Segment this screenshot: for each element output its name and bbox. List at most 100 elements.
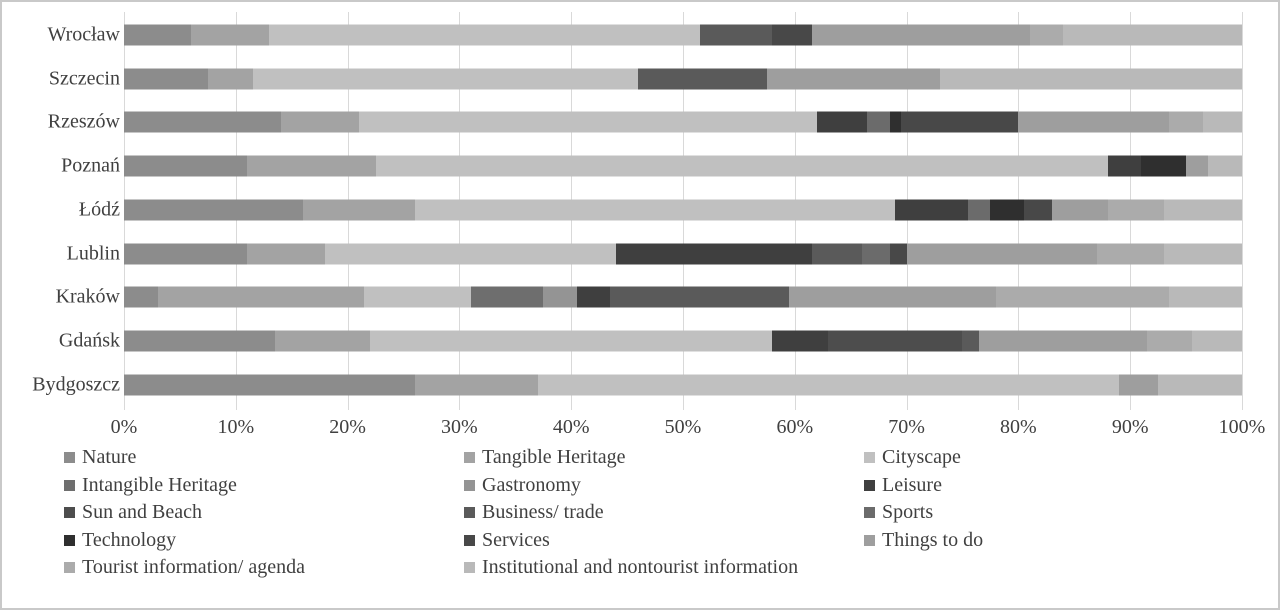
- legend-item: Things to do: [864, 529, 1224, 552]
- axis-tick-label: 0%: [110, 416, 138, 438]
- legend-label: Services: [482, 528, 550, 551]
- bar-segment-things-to-do: [811, 24, 1030, 46]
- chart-row: Łódź: [2, 188, 1280, 232]
- axis-tick-label: 30%: [441, 416, 478, 438]
- chart-row: Gdańsk: [2, 319, 1280, 363]
- bar-segment-cityscape: [414, 199, 896, 221]
- stacked-bar: [124, 374, 1242, 396]
- bar-segment-intangible-heritage: [470, 286, 544, 308]
- bar-segment-things-to-do: [1018, 111, 1170, 133]
- legend-label: Tourist information/ agenda: [82, 556, 305, 579]
- gridline: [1242, 12, 1243, 410]
- legend-label: Technology: [82, 528, 177, 551]
- axis-tick-label: 70%: [888, 416, 925, 438]
- bar-segment-sports: [861, 243, 890, 264]
- legend-label: Sports: [882, 501, 934, 524]
- stacked-bar: [124, 286, 1242, 308]
- legend-swatch-icon: [464, 452, 475, 464]
- bar-segment-institutional-and-nontourist-information: [1208, 155, 1242, 177]
- stacked-bar: [124, 68, 1242, 90]
- bar-segment-tangible-heritage: [207, 68, 253, 90]
- legend-item: Business/ trade: [464, 501, 864, 524]
- legend-label: Sun and Beach: [82, 501, 202, 524]
- bar-segment-institutional-and-nontourist-information: [1063, 24, 1242, 46]
- legend-item: Technology: [64, 529, 464, 552]
- legend-label: Leisure: [882, 473, 942, 496]
- bar-segment-tangible-heritage: [274, 330, 370, 352]
- legend-label: Nature: [82, 446, 137, 469]
- bar-segment-leisure: [772, 330, 829, 352]
- stacked-bar: [124, 155, 1242, 177]
- bar-segment-sun-and-beach: [828, 330, 963, 352]
- bar-segment-cityscape: [252, 68, 639, 90]
- bar-segment-tangible-heritage: [246, 155, 376, 177]
- legend-item: Institutional and nontourist information: [464, 556, 864, 579]
- legend-swatch-icon: [64, 507, 75, 519]
- bar-segment-gastronomy: [543, 286, 577, 308]
- bar-segment-business-trade: [638, 68, 767, 90]
- bar-segment-tourist-information-agenda: [1096, 243, 1164, 264]
- bar-segment-business-trade: [610, 286, 790, 308]
- bar-segment-technology: [990, 199, 1024, 221]
- legend-label: Gastronomy: [482, 473, 581, 496]
- chart-row: Poznań: [2, 144, 1280, 188]
- bar-segment-cityscape: [369, 330, 773, 352]
- chart-row: Bydgoszcz: [2, 363, 1280, 407]
- bar-segment-nature: [124, 24, 192, 46]
- bar-segment-things-to-do: [766, 68, 941, 90]
- legend-item: Cityscape: [864, 446, 1224, 469]
- bar-segment-tangible-heritage: [191, 24, 270, 46]
- bar-segment-cityscape: [358, 111, 818, 133]
- city-label: Gdańsk: [58, 329, 120, 352]
- stacked-bar: [124, 243, 1242, 264]
- bar-segment-services: [772, 24, 812, 46]
- bar-segment-leisure: [895, 199, 969, 221]
- bar-segment-things-to-do: [979, 330, 1147, 352]
- bar-segment-leisure: [1107, 155, 1142, 177]
- legend-swatch-icon: [64, 479, 75, 491]
- axis-tick-label: 60%: [776, 416, 814, 438]
- city-label: Wrocław: [47, 23, 121, 46]
- stacked-bar: [124, 330, 1242, 352]
- bar-segment-things-to-do: [789, 286, 996, 308]
- bar-segment-institutional-and-nontourist-information: [1158, 374, 1242, 396]
- legend-label: Institutional and nontourist information: [482, 556, 799, 579]
- legend-swatch-icon: [464, 479, 475, 491]
- bar-segment-tourist-information-agenda: [995, 286, 1170, 308]
- bar-segment-sports: [968, 199, 991, 221]
- legend-label: Cityscape: [882, 446, 961, 469]
- city-label: Bydgoszcz: [32, 373, 120, 396]
- bar-segment-tourist-information-agenda: [1169, 111, 1203, 133]
- bar-segment-nature: [124, 111, 281, 133]
- bar-segment-services: [1023, 199, 1052, 221]
- bar-segment-nature: [124, 374, 415, 396]
- legend-item: Sun and Beach: [64, 501, 464, 524]
- legend-label: Business/ trade: [482, 501, 604, 524]
- stacked-bar: [124, 24, 1242, 46]
- bar-segment-things-to-do: [1186, 155, 1209, 177]
- bar-segment-cityscape: [375, 155, 1108, 177]
- legend-swatch-icon: [64, 452, 75, 464]
- bar-segment-tangible-heritage: [302, 199, 415, 221]
- bar-segment-services: [889, 243, 907, 264]
- bar-segment-nature: [124, 330, 275, 352]
- bar-segment-institutional-and-nontourist-information: [1163, 243, 1242, 264]
- legend-swatch-icon: [64, 534, 75, 546]
- stacked-bar: [124, 111, 1242, 133]
- legend-label: Intangible Heritage: [82, 473, 237, 496]
- x-axis: 0% 10% 20% 30% 40% 50% 60% 70% 80% 90% 100%: [2, 416, 1280, 444]
- bar-segment-things-to-do: [1119, 374, 1159, 396]
- city-label: Poznań: [61, 154, 120, 177]
- bar-segment-nature: [124, 68, 208, 90]
- legend: Nature Tangible Heritage Cityscape Intangib…: [64, 444, 1224, 582]
- chart-row: Lublin: [2, 232, 1280, 276]
- city-label: Rzeszów: [47, 110, 120, 133]
- bar-segment-institutional-and-nontourist-information: [1169, 286, 1242, 308]
- bar-segment-cityscape: [537, 374, 1119, 396]
- bar-segment-things-to-do: [906, 243, 1097, 264]
- bar-segment-cityscape: [269, 24, 700, 46]
- legend-item: Services: [464, 529, 864, 552]
- bar-segment-services: [900, 111, 1019, 133]
- legend-swatch-icon: [864, 479, 875, 491]
